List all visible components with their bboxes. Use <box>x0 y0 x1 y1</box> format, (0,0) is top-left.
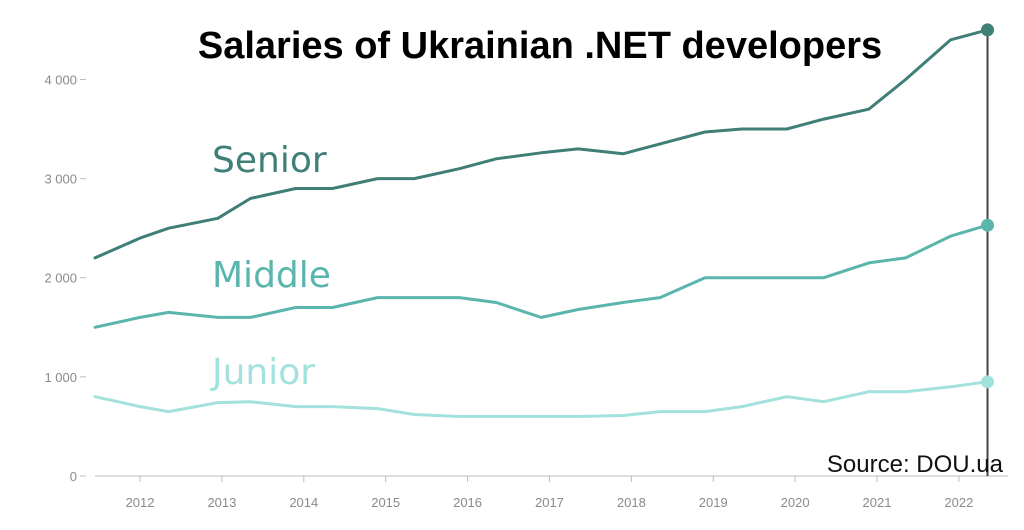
x-tick-label: 2014 <box>289 495 318 510</box>
y-tick-label: 1 000 <box>44 370 77 385</box>
y-tick-label: 4 000 <box>44 72 77 87</box>
x-tick-label: 2019 <box>699 495 728 510</box>
x-tick-label: 2022 <box>944 495 973 510</box>
y-tick-label: 3 000 <box>44 172 77 187</box>
x-tick-label: 2021 <box>863 495 892 510</box>
end-point-junior <box>981 375 995 389</box>
x-tick-label: 2015 <box>371 495 400 510</box>
y-tick-label: 2 000 <box>44 271 77 286</box>
series-line-junior <box>93 380 989 418</box>
y-tick-label: 0 <box>70 469 77 484</box>
x-tick-label: 2013 <box>207 495 236 510</box>
series-label-junior: Junior <box>210 352 315 393</box>
series-label-middle: Middle <box>212 255 331 296</box>
x-axis-ticks: 2012 2013 2014 2015 2016 2017 2018 2019 2020 2021… <box>126 476 973 510</box>
end-point-middle <box>981 218 995 232</box>
series-line-middle <box>93 223 989 329</box>
source-note: Source: DOU.ua <box>827 451 1004 478</box>
series-label-senior: Senior <box>212 140 327 181</box>
x-tick-label: 2016 <box>453 495 482 510</box>
x-tick-label: 2017 <box>535 495 564 510</box>
x-tick-label: 2020 <box>781 495 810 510</box>
x-tick-label: 2012 <box>126 495 155 510</box>
x-tick-label: 2018 <box>617 495 646 510</box>
series-end-points <box>981 23 995 389</box>
series-line-senior <box>93 28 989 260</box>
series-lines <box>93 28 989 418</box>
end-point-senior <box>981 23 995 37</box>
y-axis-ticks: 0 1 000 2 000 3 000 4 000 <box>44 72 86 484</box>
chart-title: Salaries of Ukrainian .NET developers <box>198 25 882 67</box>
